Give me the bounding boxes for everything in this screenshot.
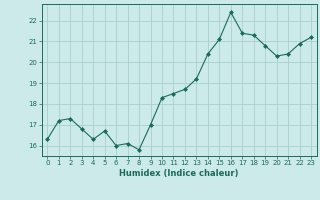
X-axis label: Humidex (Indice chaleur): Humidex (Indice chaleur) xyxy=(119,169,239,178)
